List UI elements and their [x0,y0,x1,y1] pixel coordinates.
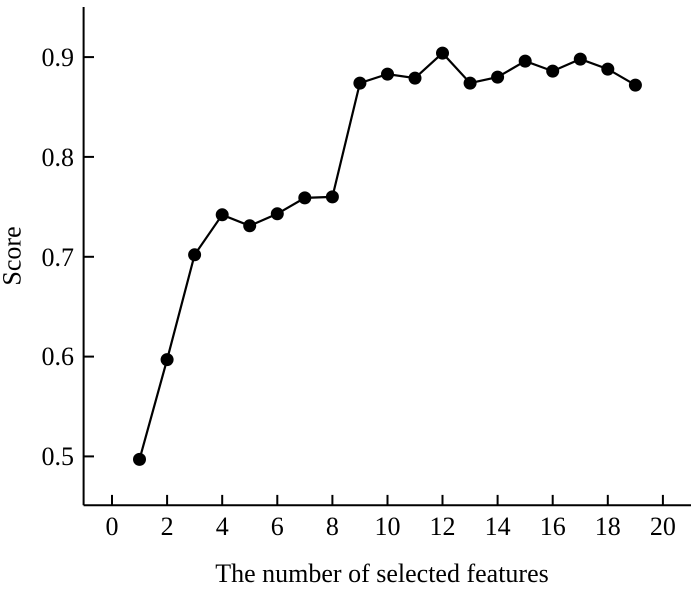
svg-text:Score: Score [0,226,27,285]
svg-text:2: 2 [161,512,174,541]
svg-text:0.7: 0.7 [42,243,75,272]
svg-text:0.9: 0.9 [42,43,75,72]
svg-text:8: 8 [326,512,339,541]
svg-text:6: 6 [271,512,284,541]
svg-text:18: 18 [595,512,621,541]
svg-text:16: 16 [540,512,566,541]
svg-text:4: 4 [216,512,229,541]
svg-text:0: 0 [106,512,119,541]
svg-text:0.6: 0.6 [42,342,75,371]
svg-text:10: 10 [375,512,401,541]
svg-text:20: 20 [650,512,676,541]
svg-text:0.8: 0.8 [42,143,75,172]
svg-text:0.5: 0.5 [42,442,75,471]
svg-text:The number of selected feature: The number of selected features [215,559,549,588]
svg-text:12: 12 [430,512,456,541]
svg-text:14: 14 [485,512,511,541]
